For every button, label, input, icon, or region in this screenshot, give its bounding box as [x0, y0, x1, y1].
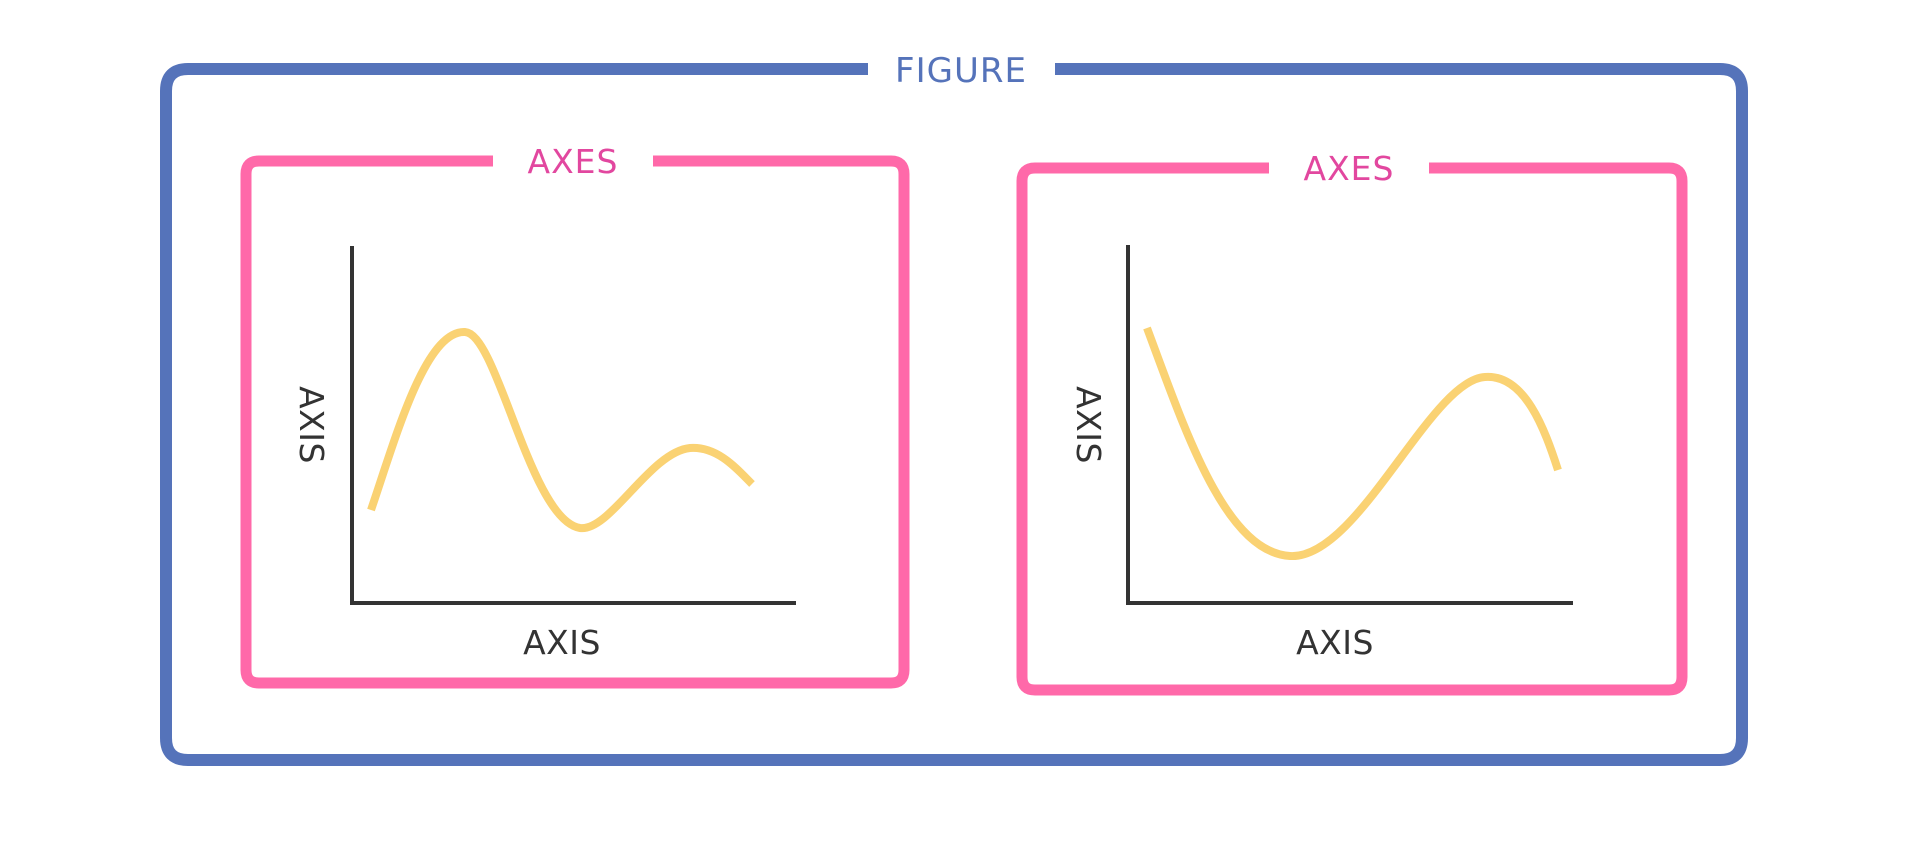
y-axis-label-2: AXIS	[1069, 386, 1108, 464]
axes-panel-2: AXES AXIS AXIS	[1016, 149, 1688, 696]
y-axis-label-1: AXIS	[292, 386, 331, 464]
axes-frame-2	[1016, 162, 1688, 696]
figure-border	[160, 63, 1748, 766]
axes-panel-1: AXES AXIS AXIS	[240, 142, 910, 689]
x-axis-label-2: AXIS	[1296, 623, 1374, 662]
x-axis-label-1: AXIS	[523, 623, 601, 662]
data-curve-2	[1143, 326, 1562, 561]
figure-label: FIGURE	[895, 51, 1027, 91]
data-curve-1	[367, 327, 755, 533]
axes-label-2: AXES	[1304, 149, 1395, 188]
figure-frame: FIGURE	[160, 51, 1748, 766]
axes-label-1: AXES	[528, 142, 619, 181]
axes-frame-1	[240, 155, 910, 689]
